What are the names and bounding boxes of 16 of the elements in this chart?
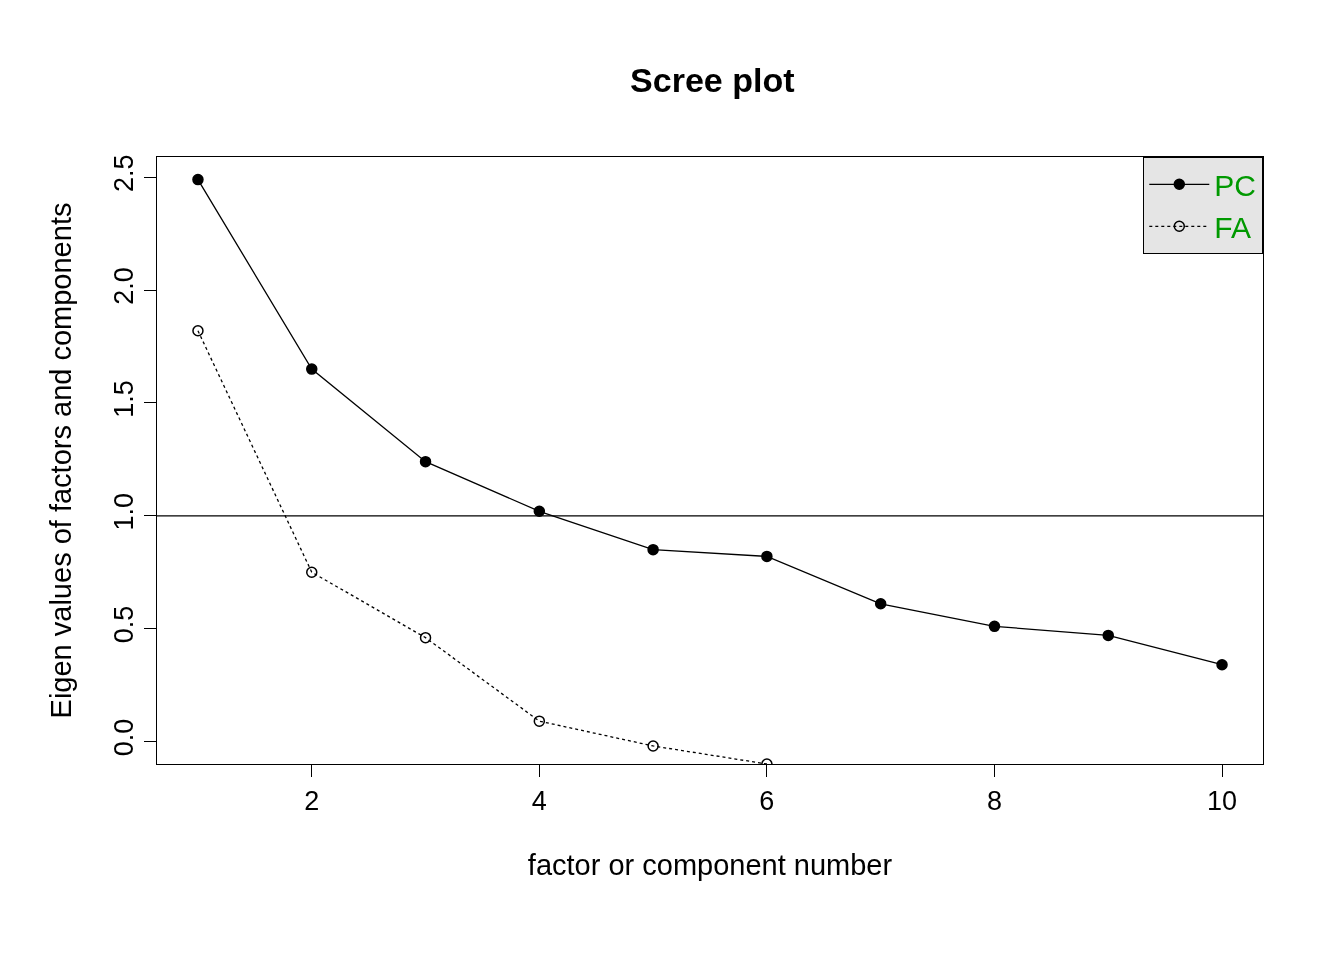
legend-label: PC xyxy=(1214,169,1256,202)
y-tick-label: 0.5 xyxy=(109,605,140,644)
y-tick-label: 1.5 xyxy=(109,380,140,418)
y-tick-label: 2.5 xyxy=(109,154,140,193)
x-axis-title: factor or component number xyxy=(527,849,893,882)
y-tick-label: 0.0 xyxy=(109,718,140,757)
x-tick-label: 2 xyxy=(304,785,320,816)
legend-label: FA xyxy=(1214,211,1251,244)
x-tick-label: 6 xyxy=(759,785,775,816)
y-tick-label: 2.0 xyxy=(109,267,140,305)
x-tick-label: 4 xyxy=(531,785,547,816)
y-tick-label: 1.0 xyxy=(109,492,140,531)
x-tick-label: 10 xyxy=(1207,785,1238,816)
y-axis-title: Eigen values of factors and components xyxy=(45,202,78,719)
x-tick-label: 8 xyxy=(986,785,1002,816)
chart-title: Scree plot xyxy=(630,60,795,99)
